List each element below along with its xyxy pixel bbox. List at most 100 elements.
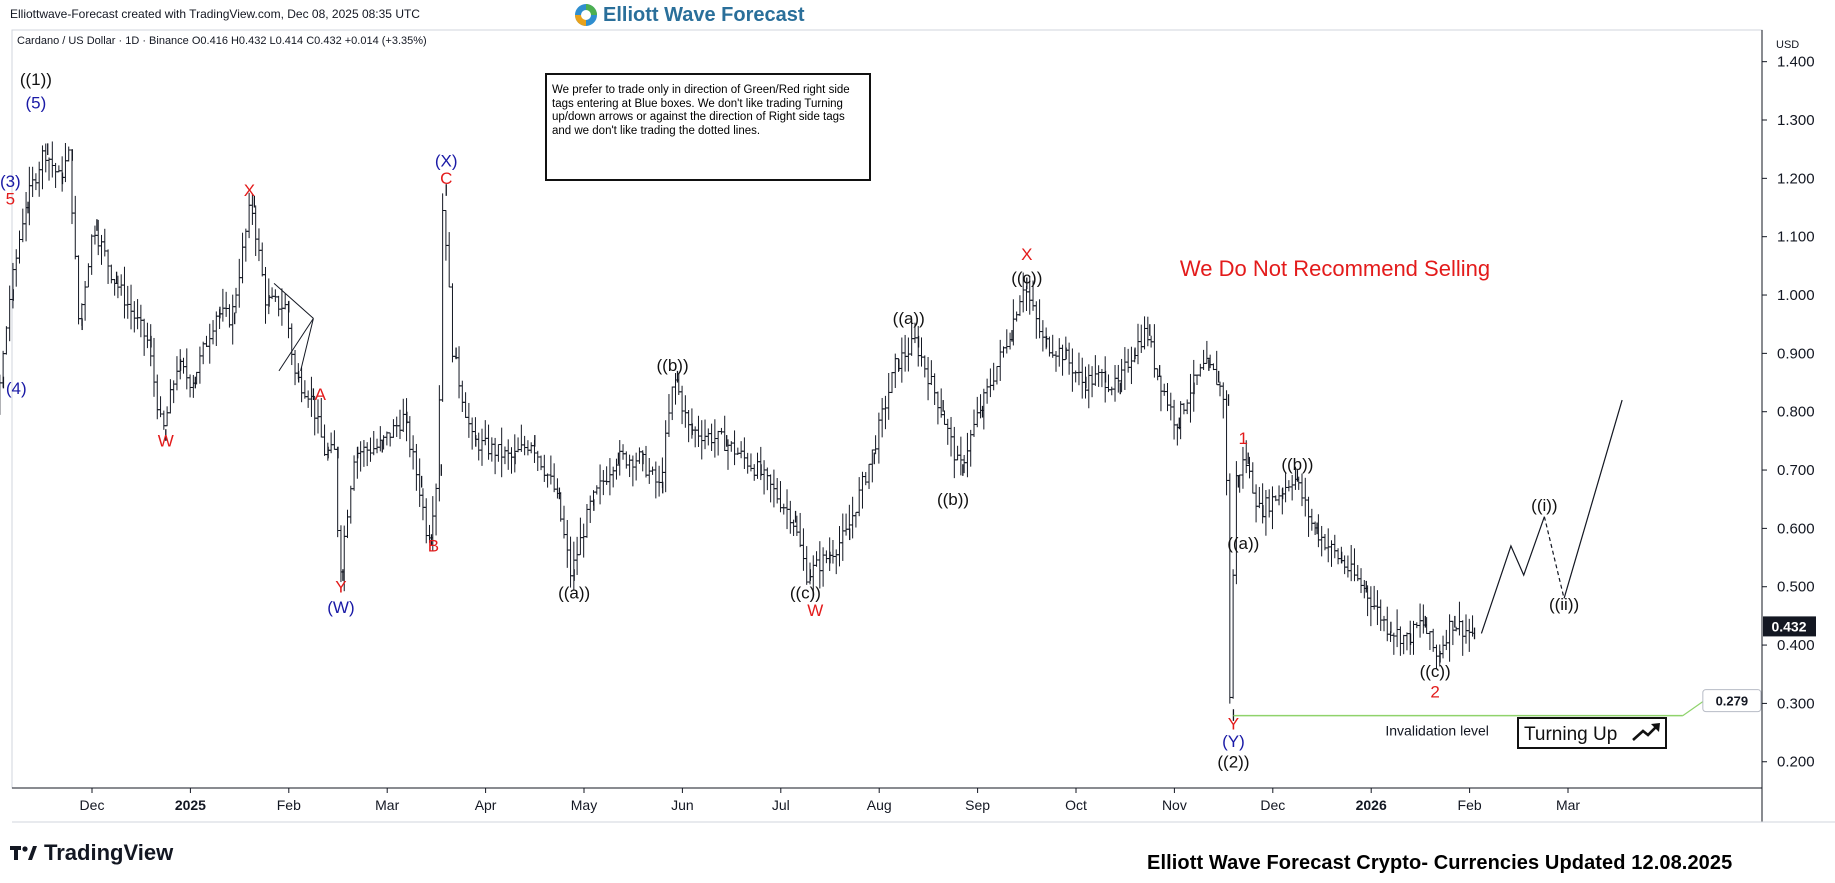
ohlc-bar	[656, 465, 662, 497]
ohlc-bar	[955, 445, 961, 461]
ohlc-bar	[1378, 599, 1384, 631]
ohlc-bar	[653, 461, 659, 499]
ohlc-bar	[1358, 568, 1364, 594]
ohlc-bar	[768, 474, 774, 503]
ohlc-bar	[1240, 446, 1246, 489]
ohlc-bar	[889, 371, 895, 394]
ohlc-bar	[797, 512, 803, 548]
ohlc-bar	[135, 299, 141, 330]
ohlc-bar	[686, 409, 692, 443]
ohlc-bar	[351, 455, 357, 491]
ohlc-bar	[1224, 390, 1230, 496]
y-tick-label: 0.200	[1777, 754, 1815, 771]
ohlc-bar	[400, 398, 406, 432]
ohlc-bar	[207, 323, 213, 364]
ohlc-bar	[636, 447, 642, 464]
brand-logo-text: Elliott Wave Forecast	[603, 3, 805, 26]
ohlc-bar	[1250, 462, 1256, 494]
ohlc-bar	[30, 166, 36, 198]
ohlc-bar	[502, 446, 508, 465]
ohlc-bar	[466, 402, 472, 438]
ohlc-bar	[1056, 338, 1062, 367]
tradingview-logo-icon	[10, 846, 37, 860]
symbol-ohlc-line[interactable]: Cardano / US Dollar · 1D · Binance O0.41…	[17, 35, 427, 47]
ohlc-bar	[505, 439, 511, 470]
wave-label: Y	[1228, 715, 1239, 734]
ohlc-bar	[1286, 480, 1292, 492]
ohlc-bar	[702, 419, 708, 450]
ohlc-bar	[1276, 485, 1282, 506]
ohlc-bar	[840, 513, 846, 561]
ohlc-bar	[1109, 386, 1115, 396]
ohlc-bar	[1086, 364, 1092, 409]
x-tick-label: Jun	[671, 797, 694, 813]
ohlc-bar	[223, 291, 229, 317]
ohlc-bar	[17, 230, 23, 264]
ohlc-bar	[1040, 320, 1046, 352]
y-tick-label: 1.300	[1777, 112, 1815, 129]
ohlc-bar	[545, 473, 551, 488]
ohlc-bar	[1158, 375, 1164, 412]
ohlc-bar	[1335, 548, 1341, 565]
ohlc-bar	[1325, 528, 1331, 563]
ohlc-bar	[1269, 486, 1275, 530]
ohlc-bar	[568, 536, 574, 588]
ohlc-bar	[804, 546, 810, 585]
ohlc-bar	[899, 337, 905, 383]
ohlc-bar	[489, 437, 495, 462]
globe-logo-icon	[575, 4, 597, 26]
wave-label: Y	[335, 578, 346, 597]
ohlc-bar	[1345, 555, 1351, 578]
ohlc-bar	[574, 536, 580, 575]
ohlc-bar	[181, 357, 187, 374]
ohlc-bar	[154, 374, 160, 420]
ohlc-bar	[548, 455, 554, 485]
ohlc-bar	[269, 287, 275, 300]
ohlc-bar	[1004, 329, 1010, 354]
ohlc-bar	[630, 455, 636, 487]
ohlc-bar	[456, 346, 462, 399]
ohlc-bar	[843, 513, 849, 536]
triangle-inner-line	[300, 318, 314, 371]
wave-label: (X)	[435, 152, 458, 171]
x-tick-label: Mar	[375, 797, 399, 813]
ohlc-bar	[518, 424, 524, 452]
invalidation-label: Invalidation level	[1385, 723, 1489, 739]
ohlc-bar	[76, 255, 82, 325]
wave-label: B	[428, 537, 439, 556]
wave-label: ((c))	[1420, 662, 1451, 681]
ohlc-bar	[184, 348, 190, 390]
ohlc-bar	[436, 385, 442, 502]
ohlc-bar	[761, 460, 767, 495]
ohlc-bar	[282, 293, 288, 310]
y-tick-label: 0.500	[1777, 579, 1815, 596]
ohlc-bar	[695, 415, 701, 448]
currency-label: USD	[1776, 39, 1799, 51]
ohlc-bar	[1060, 344, 1066, 376]
y-tick-label: 1.200	[1777, 170, 1815, 187]
y-tick-label: 1.000	[1777, 287, 1815, 304]
ohlc-bar	[1394, 609, 1400, 648]
turning-up-box: Turning Up	[1517, 717, 1667, 749]
ohlc-bar	[210, 320, 216, 345]
ohlc-bar	[1122, 347, 1128, 390]
ohlc-bar	[348, 485, 354, 524]
ohlc-bar	[292, 349, 298, 386]
ohlc-bar	[499, 427, 505, 478]
ohlc-bar	[240, 232, 246, 284]
ohlc-bar	[243, 228, 249, 262]
ohlc-bar	[705, 428, 711, 446]
ohlc-bar	[814, 551, 820, 567]
ohlc-bar	[1302, 477, 1308, 517]
ohlc-bar	[220, 288, 226, 322]
ohlc-bar	[331, 430, 337, 450]
invalidation-price-tag[interactable]	[1702, 689, 1762, 713]
ohlc-bar	[26, 166, 32, 226]
ohlc-bar	[594, 485, 600, 495]
ohlc-bar	[581, 523, 587, 558]
ohlc-bar	[1309, 508, 1315, 531]
ohlc-bar	[755, 452, 761, 479]
wave-label: ((a))	[1227, 534, 1259, 553]
ohlc-bar	[1194, 374, 1200, 386]
